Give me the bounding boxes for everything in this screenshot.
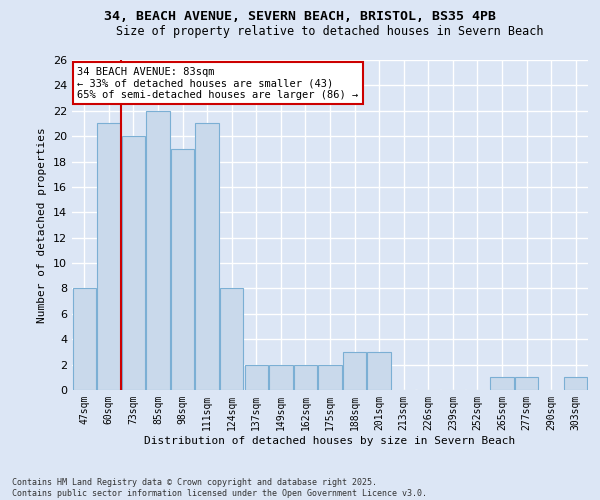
Bar — [122, 136, 145, 390]
Bar — [564, 378, 587, 390]
Bar — [171, 149, 194, 390]
Bar — [319, 364, 341, 390]
X-axis label: Distribution of detached houses by size in Severn Beach: Distribution of detached houses by size … — [145, 436, 515, 446]
Text: 34, BEACH AVENUE, SEVERN BEACH, BRISTOL, BS35 4PB: 34, BEACH AVENUE, SEVERN BEACH, BRISTOL,… — [104, 10, 496, 23]
Bar — [294, 364, 317, 390]
Bar — [367, 352, 391, 390]
Bar — [220, 288, 244, 390]
Bar — [73, 288, 96, 390]
Text: Contains HM Land Registry data © Crown copyright and database right 2025.
Contai: Contains HM Land Registry data © Crown c… — [12, 478, 427, 498]
Y-axis label: Number of detached properties: Number of detached properties — [37, 127, 47, 323]
Bar — [343, 352, 366, 390]
Title: Size of property relative to detached houses in Severn Beach: Size of property relative to detached ho… — [116, 25, 544, 38]
Bar — [245, 364, 268, 390]
Bar — [146, 111, 170, 390]
Bar — [269, 364, 293, 390]
Bar — [196, 124, 219, 390]
Text: 34 BEACH AVENUE: 83sqm
← 33% of detached houses are smaller (43)
65% of semi-det: 34 BEACH AVENUE: 83sqm ← 33% of detached… — [77, 66, 358, 100]
Bar — [490, 378, 514, 390]
Bar — [515, 378, 538, 390]
Bar — [97, 124, 121, 390]
